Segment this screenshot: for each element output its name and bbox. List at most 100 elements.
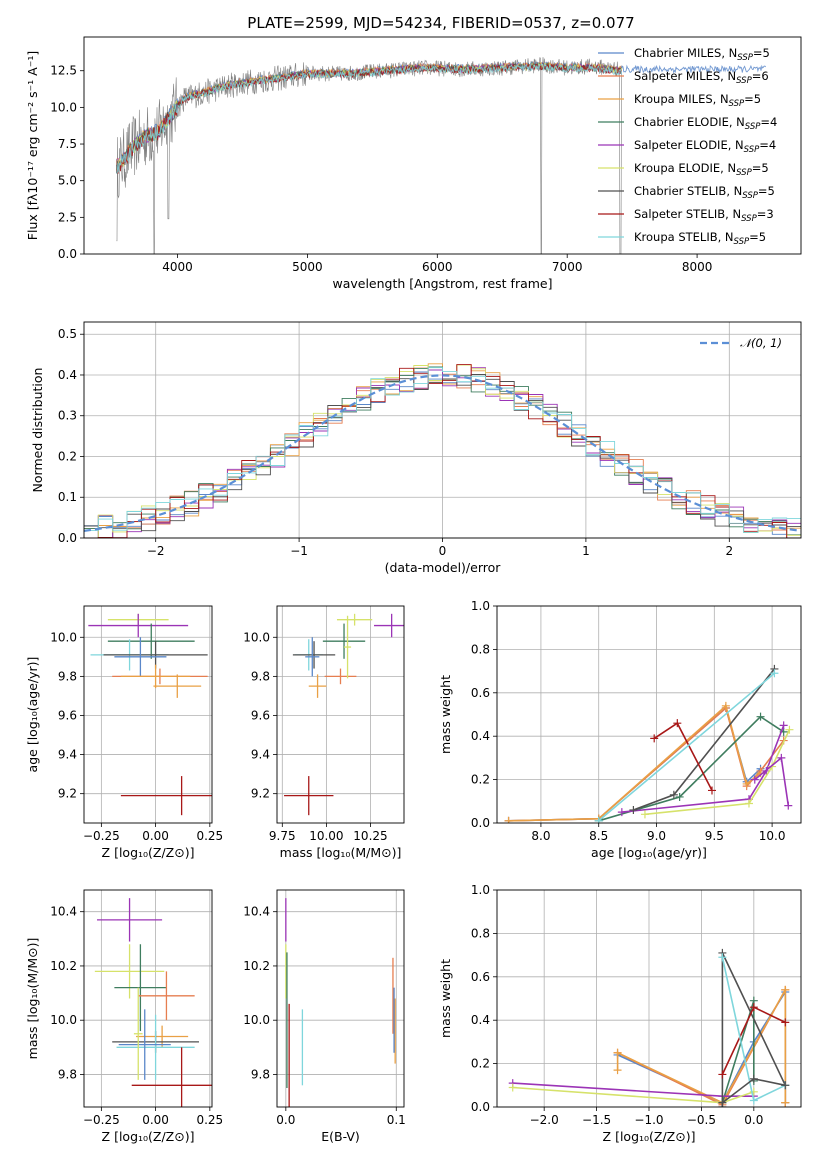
weight-marker: [742, 779, 751, 788]
legend-entry-0: Chabrier MILES, NSSP=5: [634, 46, 770, 63]
x-axis-label: wavelength [Angstrom, rest frame]: [332, 276, 552, 291]
y-tick-label: 0.4: [471, 1013, 490, 1027]
y-tick-label: 0.0: [58, 531, 77, 545]
y-axis-label: Normed distribution: [30, 368, 45, 493]
x-tick-label: −1.5: [582, 1113, 611, 1127]
weight-marker: [777, 753, 786, 762]
x-tick-label: 0.00: [142, 1113, 169, 1127]
weight-series-3: [598, 715, 785, 822]
y-tick-label: 0.6: [471, 970, 490, 984]
weight-marker: [781, 1018, 790, 1027]
age-vs-mass-panel: 9.75 10.00 10.25 9.2 9.4 9.6 9.8 10.0 mass [log₁…: [243, 605, 405, 860]
y-tick-label: 9.6: [58, 708, 77, 722]
x-tick-label: 9.0: [647, 829, 666, 843]
weight-marker: [781, 1081, 790, 1090]
legend-entry-normal: 𝒩(0, 1): [740, 336, 782, 350]
x-tick-label: 9.5: [705, 829, 724, 843]
y-tick-label: 0.1: [58, 490, 77, 504]
weight-series-5: [644, 729, 791, 816]
y-tick-label: 0.6: [471, 686, 490, 700]
residual-histogram-4: [84, 367, 801, 538]
age-vs-mass-plot-area: [284, 613, 404, 816]
y-tick-label: 10.0: [50, 1013, 77, 1027]
weight-marker: [718, 1098, 727, 1107]
mass-vs-EBV-frame: [276, 889, 405, 1108]
weight-marker: [744, 799, 753, 808]
y-tick-label: 9.8: [58, 1067, 77, 1081]
y-tick-label: 10.2: [50, 959, 77, 973]
weight-marker: [508, 1083, 517, 1092]
weight-marker: [749, 1074, 758, 1083]
weight-marker: [673, 719, 682, 728]
y-tick-label: 0.4: [58, 368, 77, 382]
y-tick-label: 1.0: [471, 883, 490, 897]
age-vs-Z-plot-area: [88, 613, 212, 816]
model-spectrum-4: [116, 62, 622, 170]
weight-marker: [721, 701, 730, 710]
model-spectrum-1: [116, 62, 622, 168]
legend-entry-7: Salpeter STELIB, NSSP=3: [634, 207, 774, 224]
x-axis-label: Z [log₁₀(Z/Z⊙)]: [603, 1129, 696, 1144]
weight-marker: [718, 953, 727, 962]
weight-vs-age-panel: 8.0 8.5 9.0 9.5 10.0 0.0 0.2 0.4 0.6 0.8 1.0 age [l…: [438, 599, 802, 860]
model-spectrum-8: [116, 62, 622, 174]
legend-entry-8: Kroupa STELIB, NSSP=5: [634, 230, 766, 247]
x-axis-label: E(B-V): [321, 1129, 360, 1144]
x-axis-label: mass [log₁₀(M/M⊙)]: [280, 845, 402, 860]
x-tick-label: 0.0: [276, 1113, 295, 1127]
weight-marker: [613, 1066, 622, 1075]
x-tick-label: 6000: [422, 260, 453, 274]
x-axis-label: age [log₁₀(age/yr)]: [591, 845, 707, 860]
y-tick-label: 1.0: [471, 599, 490, 613]
y-tick-label: 0.0: [471, 816, 490, 830]
age-vs-Z-panel: −0.25 0.00 0.25 9.2 9.4 9.6 9.8 10.0 Z [log₁₀(Z/…: [25, 605, 223, 860]
observed-spectrum-line: [116, 57, 622, 254]
y-tick-label: 10.4: [50, 905, 77, 919]
x-tick-label: 0.25: [196, 829, 223, 843]
mass-vs-EBV-panel: 0.0 0.1 9.8 10.0 10.2 10.4 E(B-V): [243, 889, 406, 1144]
spectrum-panel: 4000 5000 6000 7000 8000 0.0 2.5 5.0 7.5 10.0 12.5…: [25, 36, 802, 291]
legend-entry-6: Chabrier STELIB, NSSP=5: [634, 184, 775, 201]
model-spectrum-2: [116, 61, 622, 170]
y-tick-label: 0.2: [471, 1057, 490, 1071]
figure-title: PLATE=2599, MJD=54234, FIBERID=0537, z=0…: [247, 14, 634, 32]
x-tick-label: 10.25: [353, 829, 387, 843]
weight-vs-age-frame: [496, 605, 802, 824]
weight-marker: [617, 808, 626, 817]
weight-marker: [779, 721, 788, 730]
weight-series-8: [598, 672, 775, 822]
x-tick-label: −1: [290, 544, 308, 558]
x-tick-label: −0.25: [83, 829, 120, 843]
x-tick-label: −0.25: [83, 1113, 120, 1127]
mass-vs-Z-frame: [83, 889, 213, 1108]
weight-marker: [785, 725, 794, 734]
weight-marker: [750, 775, 759, 784]
residuals-frame: [83, 321, 802, 539]
weight-marker: [613, 1048, 622, 1057]
legend-entry-4: Salpeter ELODIE, NSSP=4: [634, 138, 776, 155]
normal-reference-curve: [84, 374, 801, 532]
weight-vs-age-plot-area: [504, 664, 794, 823]
mass-vs-EBV-plot-area: [285, 898, 396, 1107]
weight-marker: [781, 985, 790, 994]
x-axis-label: Z [log₁₀(Z/Z⊙)]: [102, 845, 195, 860]
weight-marker: [650, 734, 659, 743]
x-tick-label: 1: [582, 544, 590, 558]
x-tick-label: 8.5: [589, 829, 608, 843]
weight-marker: [629, 805, 638, 814]
mass-vs-Z-panel: −0.25 0.00 0.25 9.8 10.0 10.2 10.4 Z [log₁₀(Z/Z…: [25, 889, 223, 1144]
weight-marker: [675, 792, 684, 801]
weight-vs-Z-plot-area: [508, 948, 790, 1107]
y-tick-label: 9.4: [251, 748, 270, 762]
weight-marker: [749, 1003, 758, 1012]
weight-marker: [640, 810, 649, 819]
weight-marker: [768, 762, 777, 771]
x-tick-label: −1.0: [634, 1113, 663, 1127]
y-tick-label: 0.0: [58, 247, 77, 261]
x-tick-label: 4000: [162, 260, 193, 274]
weight-marker: [749, 1096, 758, 1105]
legend-entry-1: Salpeter MILES, NSSP=6: [634, 69, 769, 86]
y-tick-label: 0.4: [471, 729, 490, 743]
spectrum-frame: [83, 36, 802, 255]
